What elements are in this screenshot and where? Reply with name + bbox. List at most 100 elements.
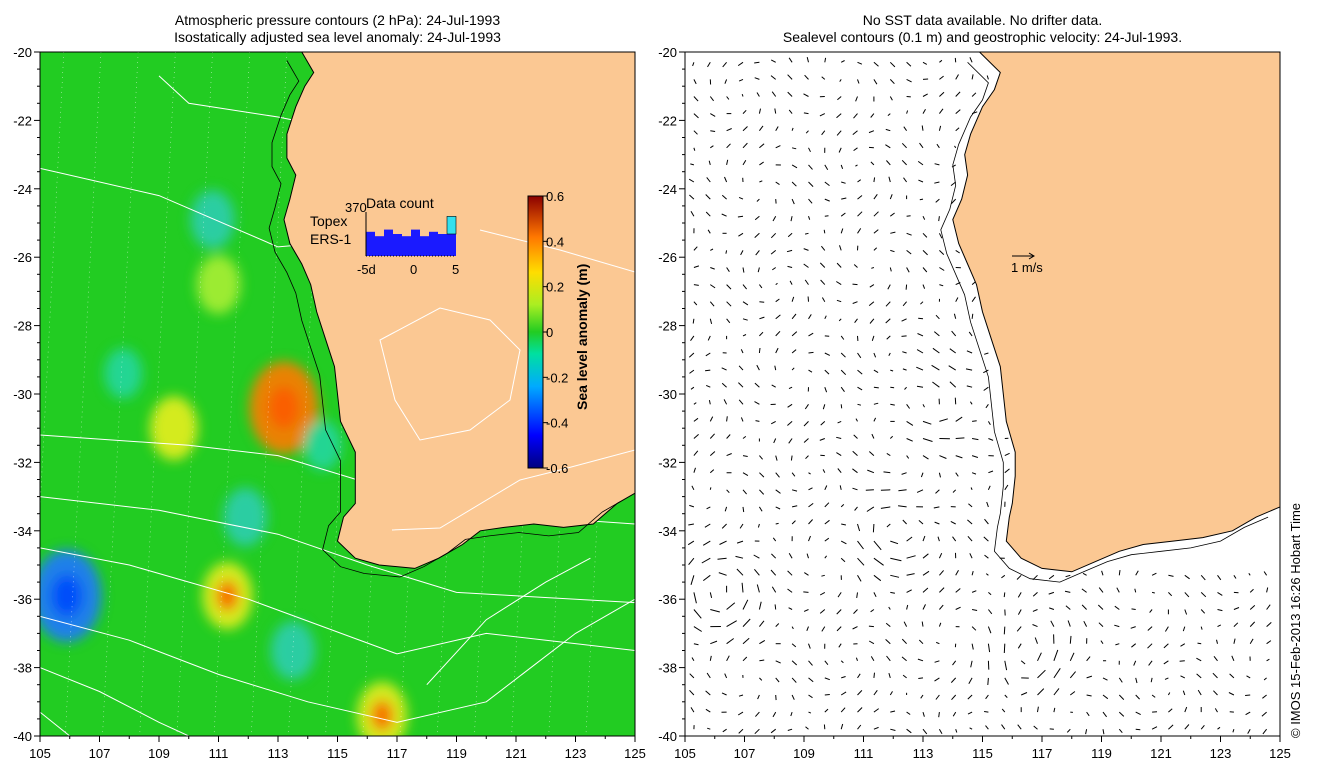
velocity-arrow-334	[690, 386, 695, 390]
velocity-arrow-654	[1233, 607, 1240, 610]
velocity-arrow-795	[1180, 675, 1186, 679]
velocity-arrow-832	[1197, 689, 1202, 696]
velocity-arrow-588	[741, 582, 744, 593]
velocity-arrow-542	[906, 555, 916, 559]
velocity-arrow-810	[840, 691, 847, 696]
velocity-arrow-702	[838, 643, 842, 648]
velocity-arrow-743	[917, 658, 924, 662]
velocity-arrow-549	[690, 575, 695, 585]
x-tick-label-7: 119	[1091, 746, 1112, 761]
velocity-arrow-66	[870, 113, 875, 118]
velocity-arrow-340	[788, 386, 793, 390]
velocity-arrow-329	[916, 366, 924, 371]
left-title-line1: Atmospheric pressure contours (2 hPa): 2…	[174, 12, 501, 28]
velocity-arrow-749	[1020, 660, 1026, 665]
velocity-arrow-633	[888, 606, 891, 610]
velocity-arrow-448	[971, 472, 977, 475]
velocity-arrow-440	[837, 468, 842, 474]
velocity-arrow-695	[726, 638, 734, 645]
velocity-arrow-160	[721, 213, 727, 217]
land-pressure-loop	[379, 307, 521, 441]
velocity-arrow-578	[1168, 574, 1174, 577]
velocity-arrow-361	[822, 404, 826, 410]
velocity-arrow-206	[955, 249, 960, 254]
velocity-arrow-624	[742, 599, 749, 610]
left-map-panel: 105 107 109 111 113 115 117 119 121 123 125 -40 -38 -…	[13, 45, 646, 761]
velocity-arrow-420	[836, 452, 842, 457]
velocity-arrow-798	[1229, 673, 1235, 679]
velocity-arrow-872	[1261, 711, 1267, 717]
velocity-arrow-851	[922, 711, 925, 717]
velocity-arrow-820	[1004, 694, 1008, 698]
velocity-arrow-315	[689, 369, 695, 374]
velocity-arrow-611	[1116, 587, 1120, 593]
velocity-arrow-116	[840, 164, 844, 169]
velocity-arrow-348	[916, 385, 924, 388]
velocity-arrow-205	[939, 250, 945, 255]
velocity-arrow-605	[1017, 592, 1022, 598]
track-line-1	[64, 52, 102, 736]
velocity-arrow-326	[873, 369, 879, 374]
velocity-arrow-85	[885, 128, 891, 132]
velocity-arrow-731	[726, 655, 730, 662]
velocity-arrow-489	[986, 501, 989, 508]
velocity-arrow-691	[1249, 621, 1256, 627]
velocity-arrow-481	[854, 506, 858, 511]
velocity-arrow-819	[985, 694, 989, 700]
velocity-arrow-427	[955, 455, 963, 459]
velocity-arrow-594	[837, 592, 842, 598]
velocity-arrow-840	[737, 711, 744, 716]
velocity-arrow-251	[836, 299, 842, 303]
velocity-arrow-770	[775, 677, 780, 683]
anomaly-core-5	[51, 574, 83, 617]
velocity-arrow-637	[955, 606, 961, 610]
velocity-arrow-289	[871, 335, 875, 341]
velocity-arrow-275	[935, 314, 940, 320]
velocity-arrow-88	[938, 125, 942, 131]
velocity-arrow-227	[742, 284, 747, 290]
velocity-arrow-335	[705, 384, 711, 388]
velocity-arrow-22	[754, 77, 760, 80]
velocity-arrow-418	[805, 455, 809, 460]
velocity-arrow-861	[1086, 711, 1090, 717]
velocity-arrow-231	[804, 279, 809, 285]
velocity-arrow-291	[901, 335, 907, 337]
velocity-arrow-583	[1248, 573, 1251, 576]
velocity-arrow-486	[933, 506, 940, 509]
velocity-arrow-534	[771, 553, 777, 559]
inset-ers-bar-8	[438, 234, 447, 256]
right-land	[952, 52, 1280, 573]
velocity-arrow-237	[905, 284, 908, 290]
velocity-arrow-123	[951, 164, 956, 168]
velocity-arrow-616	[1200, 592, 1207, 598]
velocity-arrow-871	[1245, 711, 1251, 716]
velocity-arrow-585	[693, 592, 697, 604]
velocity-arrow-73	[693, 130, 698, 135]
velocity-arrow-620	[1266, 587, 1269, 593]
velocity-arrow-781	[950, 677, 957, 683]
y-tick-label-5: -30	[658, 387, 677, 402]
velocity-arrow-777	[888, 672, 891, 679]
velocity-arrow-144	[738, 196, 744, 200]
velocity-arrow-789	[1086, 675, 1093, 679]
velocity-arrow-111	[759, 161, 764, 166]
velocity-arrow-169	[873, 211, 879, 217]
velocity-arrow-91	[710, 145, 714, 149]
velocity-arrow-887	[922, 728, 928, 735]
velocity-arrow-125	[706, 177, 711, 183]
velocity-arrow-498	[808, 519, 813, 525]
velocity-arrow-644	[1065, 605, 1071, 610]
velocity-arrow-821	[1021, 692, 1028, 696]
velocity-arrow-400	[836, 436, 842, 439]
velocity-arrow-350	[949, 381, 957, 388]
velocity-arrow-352	[983, 386, 989, 391]
inset-ers-bar-9	[447, 234, 456, 256]
velocity-arrow-297	[705, 352, 711, 357]
velocity-arrow-502	[872, 523, 875, 533]
velocity-arrow-546	[969, 553, 973, 559]
velocity-arrow-437	[791, 472, 796, 477]
velocity-arrow-878	[770, 728, 777, 734]
velocity-arrow-648	[1131, 608, 1136, 610]
velocity-arrow-450	[1004, 468, 1010, 474]
velocity-arrow-461	[852, 487, 858, 491]
